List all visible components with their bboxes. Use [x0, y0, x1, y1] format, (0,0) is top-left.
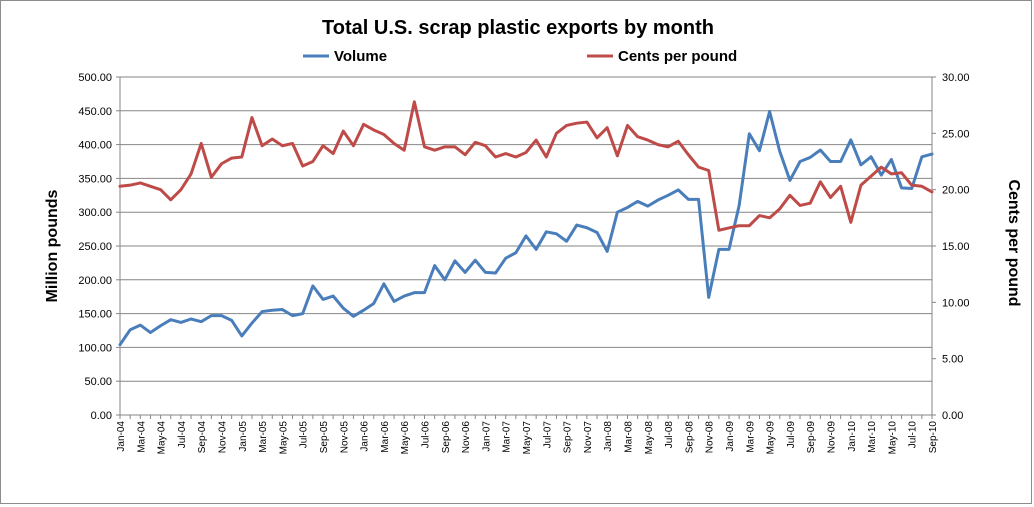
- x-tick-label: Mar-06: [380, 421, 391, 453]
- x-tick-label: Jul-09: [786, 421, 797, 449]
- x-tick-label: May-05: [278, 421, 289, 455]
- y-left-tick-label: 0.00: [91, 410, 112, 422]
- y-left-tick-label: 350.00: [78, 173, 112, 185]
- x-tick-label: May-10: [887, 421, 898, 455]
- x-tick-label: May-07: [522, 421, 533, 455]
- x-tick-label: May-09: [766, 421, 777, 455]
- x-axis-ticks: Jan-04 Mar-04 May-04 Jul-04 Sep-04 Nov-04 Jan-…: [116, 415, 939, 454]
- y-left-tick-label: 250.00: [78, 241, 112, 253]
- x-tick-label: Mar-10: [867, 421, 878, 453]
- y-left-tick-label: 100.00: [78, 342, 112, 354]
- x-tick-label: Jul-06: [421, 421, 432, 449]
- legend: Volume Cents per pound: [303, 48, 737, 65]
- y-right-tick-label: 0.00: [942, 410, 963, 422]
- y-right-tick-label: 25.00: [942, 128, 970, 140]
- x-tick-label: Sep-07: [563, 421, 574, 454]
- y-right-tick-label: 30.00: [942, 72, 970, 84]
- y-axis-right-ticks: 0.00 5.00 10.00 15.00 20.00 25.00 30.00: [932, 72, 970, 422]
- x-tick-label: Mar-07: [502, 421, 513, 453]
- x-tick-label: Jul-04: [177, 421, 188, 449]
- y-right-tick-label: 10.00: [942, 297, 970, 309]
- x-tick-label: Jan-10: [847, 421, 858, 452]
- y-axis-right-title: Cents per pound: [1005, 179, 1022, 306]
- x-tick-label: Jan-05: [238, 421, 249, 452]
- x-tick-label: Mar-05: [258, 421, 269, 453]
- x-tick-label: Sep-10: [928, 421, 939, 454]
- y-left-tick-label: 450.00: [78, 106, 112, 118]
- x-tick-label: Sep-09: [806, 421, 817, 454]
- x-tick-label: Sep-08: [684, 421, 695, 454]
- y-left-tick-label: 400.00: [78, 140, 112, 152]
- x-tick-label: Sep-06: [441, 421, 452, 454]
- x-tick-label: May-04: [157, 421, 168, 455]
- y-right-tick-label: 15.00: [942, 241, 970, 253]
- y-right-tick-label: 5.00: [942, 354, 963, 366]
- x-tick-label: Jan-07: [481, 421, 492, 452]
- x-tick-label: May-08: [644, 421, 655, 455]
- x-tick-label: Jul-10: [908, 421, 919, 449]
- legend-label-cents: Cents per pound: [618, 48, 737, 65]
- gridlines: [120, 76, 932, 416]
- legend-label-volume: Volume: [334, 48, 387, 65]
- x-tick-label: Jul-07: [542, 421, 553, 449]
- x-tick-label: Mar-08: [624, 421, 635, 453]
- series-line-volume: [118, 109, 934, 347]
- x-tick-label: Jan-04: [116, 421, 127, 452]
- series-lines: [118, 100, 934, 347]
- x-tick-label: Nov-08: [705, 421, 716, 454]
- x-tick-label: Jan-09: [725, 421, 736, 452]
- y-left-tick-label: 500.00: [78, 72, 112, 84]
- x-tick-label: Nov-05: [339, 421, 350, 454]
- x-tick-label: Mar-09: [745, 421, 756, 453]
- x-tick-label: Sep-04: [197, 421, 208, 454]
- x-tick-label: Nov-07: [583, 421, 594, 454]
- x-tick-label: Nov-06: [461, 421, 472, 454]
- x-tick-label: Sep-05: [319, 421, 330, 454]
- series-line-cents-per-pound: [118, 100, 934, 232]
- y-axis-left-ticks: 0.00 50.00 100.00 150.00 200.00 250.00 300.00 3…: [78, 72, 120, 422]
- y-left-tick-label: 50.00: [84, 376, 112, 388]
- x-tick-label: Mar-04: [136, 421, 147, 453]
- x-tick-label: Jul-05: [299, 421, 310, 449]
- chart-title: Total U.S. scrap plastic exports by mont…: [322, 17, 714, 39]
- x-tick-label: Nov-04: [218, 421, 229, 454]
- x-tick-label: Jul-08: [664, 421, 675, 449]
- y-left-tick-label: 300.00: [78, 207, 112, 219]
- y-right-tick-label: 20.00: [942, 185, 970, 197]
- x-tick-label: Jan-08: [603, 421, 614, 452]
- y-left-tick-label: 150.00: [78, 309, 112, 321]
- y-axis-left-title: Million pounds: [44, 189, 61, 302]
- y-left-tick-label: 200.00: [78, 275, 112, 287]
- x-tick-label: Nov-09: [827, 421, 838, 454]
- x-tick-label: Jan-06: [360, 421, 371, 452]
- x-tick-label: May-06: [400, 421, 411, 455]
